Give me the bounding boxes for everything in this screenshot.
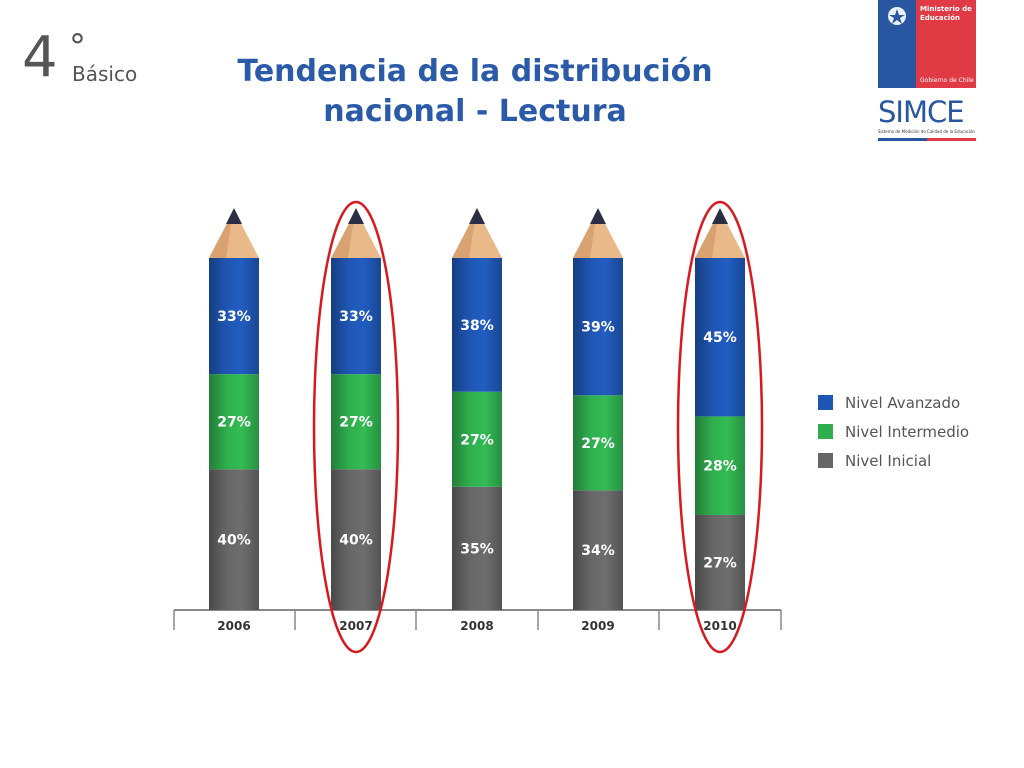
pencil-lead — [712, 208, 728, 224]
legend-swatch — [818, 424, 833, 439]
data-label: 28% — [703, 459, 737, 475]
data-label: 45% — [703, 330, 737, 346]
legend-label: Nivel Intermedio — [845, 423, 969, 441]
data-label: 38% — [460, 318, 494, 334]
data-label: 27% — [460, 432, 494, 448]
chart-legend: Nivel Avanzado Nivel Intermedio Nivel Inic… — [818, 388, 969, 475]
pencil-lead — [590, 208, 606, 224]
pencil-lead — [469, 208, 485, 224]
data-label: 27% — [339, 415, 373, 431]
legend-item: Nivel Avanzado — [818, 388, 969, 417]
legend-item: Nivel Intermedio — [818, 417, 969, 446]
data-label: 35% — [460, 541, 494, 557]
data-label: 40% — [339, 533, 373, 549]
data-label: 27% — [581, 436, 615, 452]
legend-item: Nivel Inicial — [818, 446, 969, 475]
legend-label: Nivel Inicial — [845, 452, 931, 470]
data-label: 27% — [217, 415, 251, 431]
x-tick-label: 2007 — [339, 619, 372, 633]
x-tick-label: 2009 — [581, 619, 614, 633]
x-tick-label: 2008 — [460, 619, 493, 633]
data-label: 40% — [217, 533, 251, 549]
data-label: 33% — [339, 309, 373, 325]
data-label: 39% — [581, 320, 615, 336]
x-tick-label: 2010 — [703, 619, 736, 633]
pencil-lead — [348, 208, 364, 224]
x-tick-label: 2006 — [217, 619, 250, 633]
legend-swatch — [818, 453, 833, 468]
legend-swatch — [818, 395, 833, 410]
data-label: 33% — [217, 309, 251, 325]
data-label: 27% — [703, 555, 737, 571]
legend-label: Nivel Avanzado — [845, 394, 960, 412]
data-label: 34% — [581, 543, 615, 559]
pencil-lead — [226, 208, 242, 224]
